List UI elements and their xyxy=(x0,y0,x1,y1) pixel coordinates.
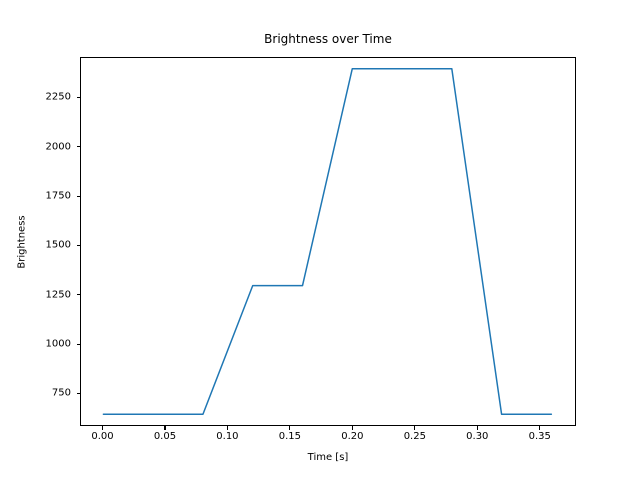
data-line-svg xyxy=(102,68,553,415)
x-tick-mark xyxy=(289,426,291,430)
y-tick-label: 1250 xyxy=(45,289,71,301)
y-tick-label: 750 xyxy=(51,387,71,399)
x-tick-mark xyxy=(101,426,104,430)
y-tick-label: 2000 xyxy=(45,141,71,153)
y-tick-mark xyxy=(76,195,80,197)
x-tick-label: 0.05 xyxy=(153,431,177,442)
x-tick-mark xyxy=(351,426,353,430)
x-tick-label: 0.35 xyxy=(528,431,551,442)
x-tick-label: 0.20 xyxy=(341,431,364,442)
y-tick-mark xyxy=(76,244,80,246)
x-tick-label: 0.15 xyxy=(278,431,302,442)
y-tick-label: 1750 xyxy=(45,190,71,202)
x-tick-mark xyxy=(414,426,416,430)
y-tick-label: 1500 xyxy=(45,239,71,251)
y-tick-mark xyxy=(76,392,80,394)
y-tick-mark xyxy=(76,146,80,148)
x-axis-label: Time [s] xyxy=(307,452,349,463)
chart-title: Brightness over Time xyxy=(264,32,392,46)
x-tick-mark xyxy=(476,426,478,430)
x-tick-mark xyxy=(226,426,228,430)
plot-area xyxy=(80,57,576,426)
x-tick-label: 0.30 xyxy=(466,431,489,442)
y-tick-mark xyxy=(76,96,80,98)
brightness-line xyxy=(102,68,553,415)
y-tick-label: 2250 xyxy=(45,91,71,103)
y-tick-mark xyxy=(76,294,80,296)
x-tick-label: 0.10 xyxy=(216,431,239,442)
x-tick-label: 0.25 xyxy=(403,431,426,442)
x-tick-mark xyxy=(164,426,166,430)
y-tick-mark xyxy=(76,343,80,345)
y-tick-label: 1000 xyxy=(45,338,71,350)
x-tick-mark xyxy=(539,426,541,430)
x-tick-label: 0.00 xyxy=(91,431,114,442)
